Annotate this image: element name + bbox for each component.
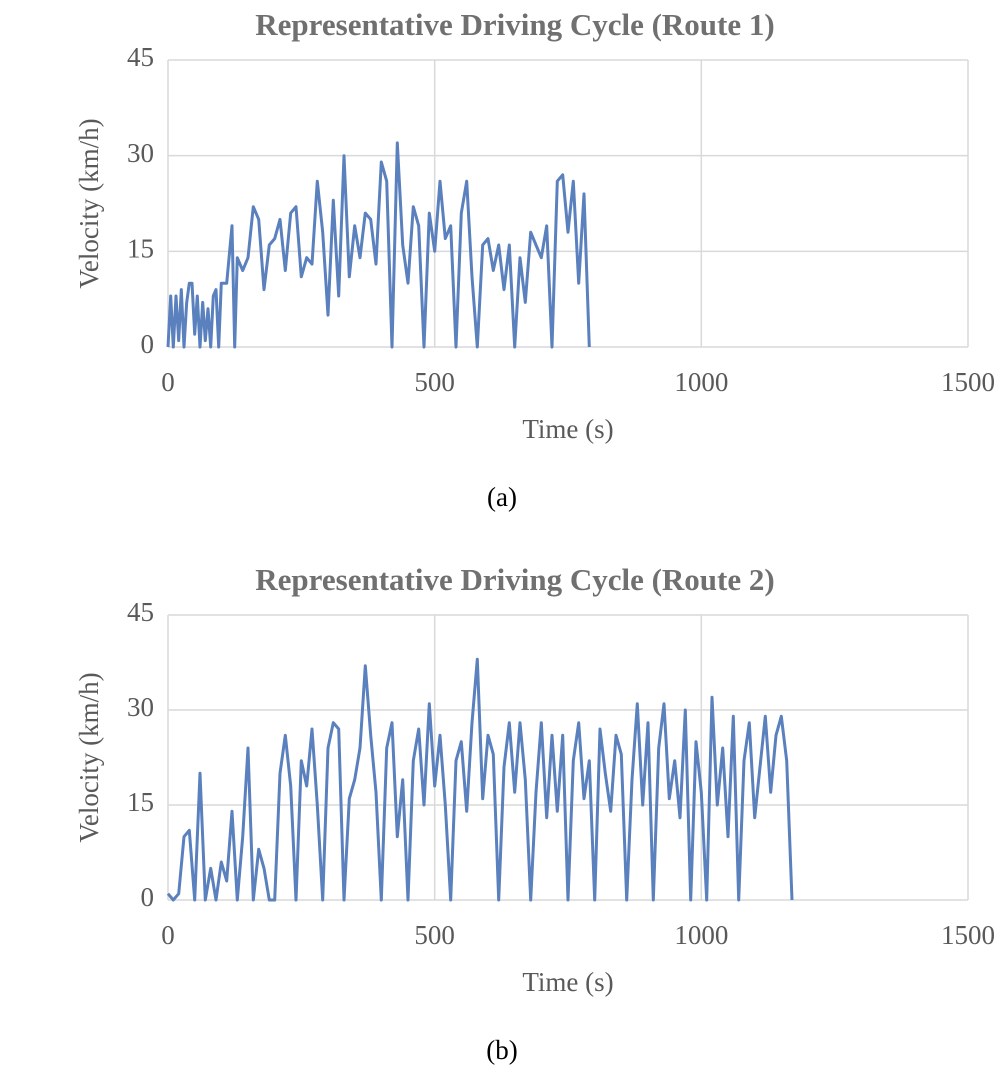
y-tick-label: 45 bbox=[127, 597, 154, 627]
y-tick-label: 15 bbox=[127, 234, 154, 264]
x-tick-label: 1500 bbox=[941, 367, 995, 397]
y-tick-label: 0 bbox=[141, 882, 155, 912]
x-tick-label: 500 bbox=[414, 920, 455, 950]
data-line bbox=[166, 657, 794, 902]
y-tick-label: 30 bbox=[127, 138, 154, 168]
x-tick-label: 1000 bbox=[674, 367, 728, 397]
y-tick-label: 30 bbox=[127, 692, 154, 722]
y-axis-label: Velocity (km/h) bbox=[74, 118, 104, 288]
y-axis-label: Velocity (km/h) bbox=[74, 672, 104, 842]
x-axis-label: Time (s) bbox=[522, 414, 613, 444]
caption: (a) bbox=[487, 482, 517, 512]
x-tick-label: 500 bbox=[414, 367, 455, 397]
y-tick-label: 15 bbox=[127, 787, 154, 817]
caption: (b) bbox=[486, 1035, 517, 1065]
x-tick-label: 0 bbox=[161, 367, 175, 397]
x-axis-label: Time (s) bbox=[522, 967, 613, 997]
x-tick-label: 1000 bbox=[674, 920, 728, 950]
data-line bbox=[166, 141, 591, 349]
chart-title: Representative Driving Cycle (Route 1) bbox=[255, 7, 774, 42]
x-tick-label: 1500 bbox=[941, 920, 995, 950]
x-tick-label: 0 bbox=[161, 920, 175, 950]
y-tick-label: 0 bbox=[141, 329, 155, 359]
y-tick-label: 45 bbox=[127, 42, 154, 72]
chart-title: Representative Driving Cycle (Route 2) bbox=[255, 562, 774, 597]
